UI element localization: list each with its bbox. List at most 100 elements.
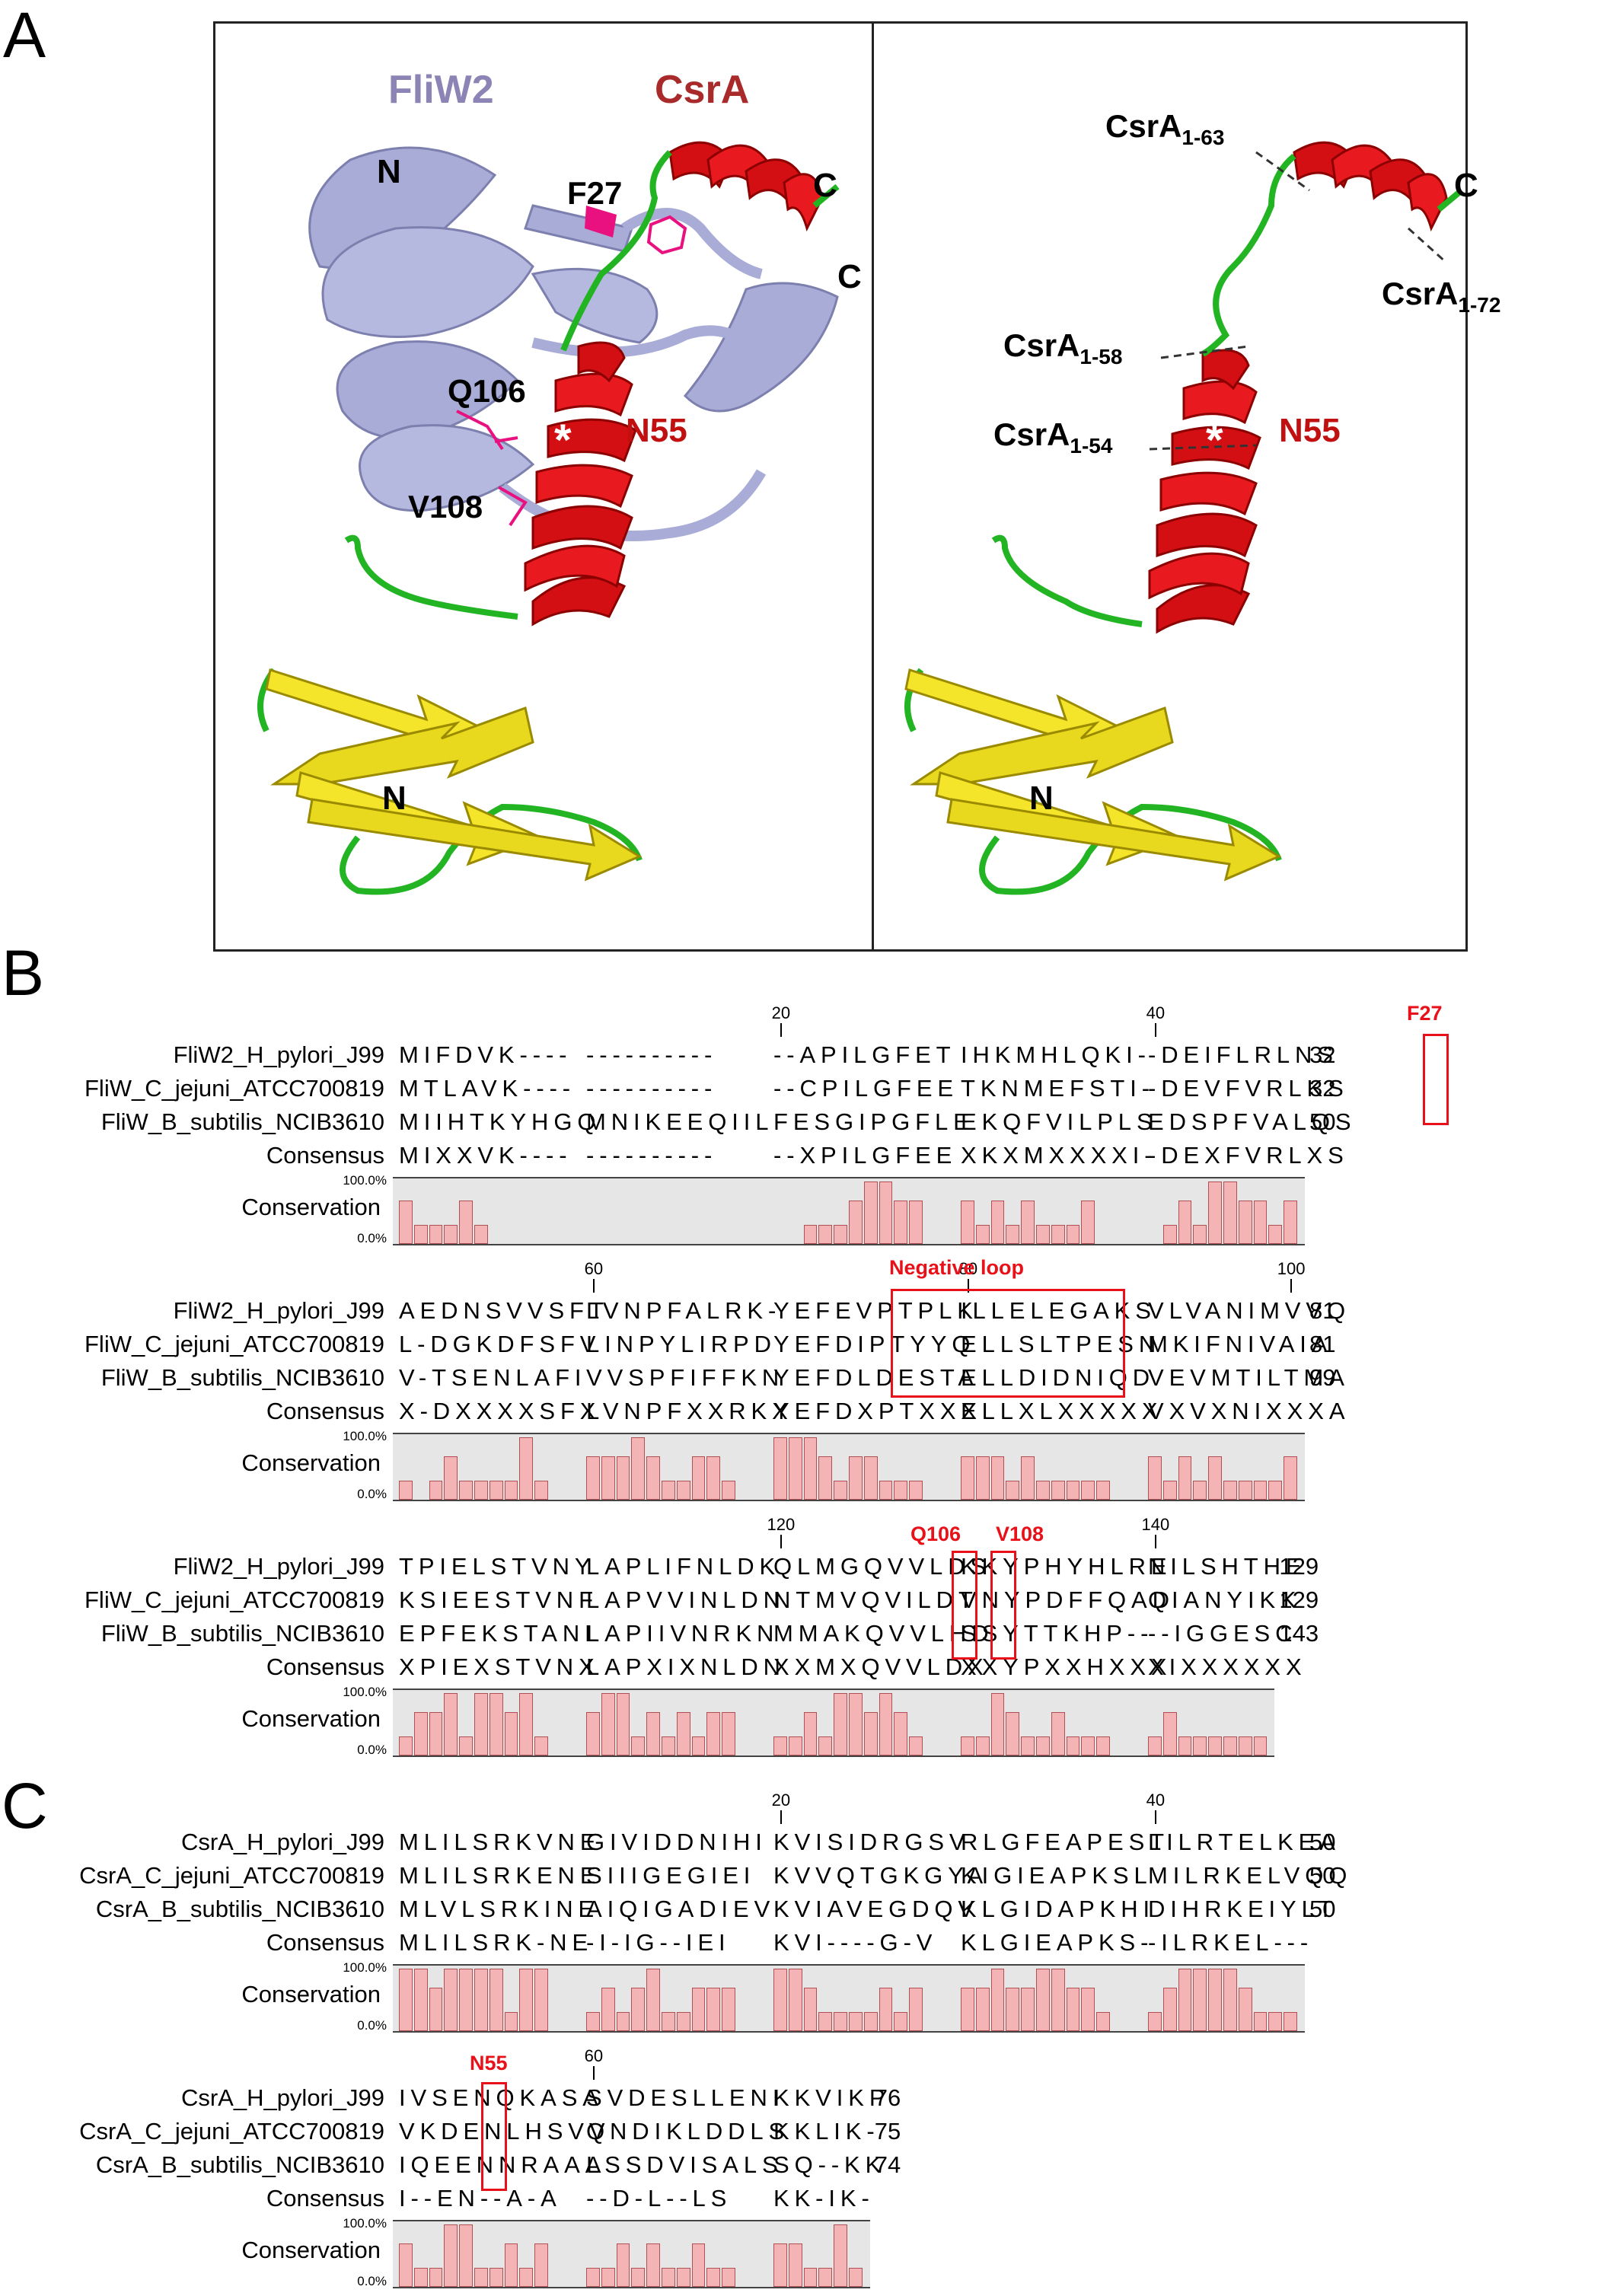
sequence-end-number: 50 [1309,1108,1336,1135]
conservation-bar [1066,1736,1080,1755]
conservation-bar [722,1481,735,1500]
csra-beta-sheet-left [265,668,643,882]
ruler-tick [592,2066,595,2080]
conservation-bar [1253,1200,1268,1244]
sequence-name: FliW2_H_pylori_J99 [173,1041,384,1068]
structure-figure-frame [213,21,1468,952]
sequence-name: CsrA_C_jejuni_ATCC700819 [79,1862,384,1889]
conservation-label: Conservation [241,1449,381,1476]
conservation-bar [894,1481,908,1500]
sequence-block: KKVIKP [773,2084,891,2111]
ruler-label: 40 [1146,1791,1166,1810]
conservation-bar [975,1225,990,1244]
conservation-bar [1253,1736,1268,1755]
conservation-bar [444,1225,458,1244]
conservation-bar [534,1969,548,2031]
conservation-bar [1096,1481,1110,1500]
sequence-name: FliW_C_jejuni_ATCC700819 [85,1586,384,1613]
sequence-block: L-DGKDFSFV [399,1331,601,1357]
ruler-tick [1154,1810,1156,1824]
conservation-bar [1208,1736,1222,1755]
csra-n-terminus-label-right: N [1029,780,1054,817]
conservation-bar [676,1481,690,1500]
conservation-bar [489,1969,503,2031]
conservation-bar [961,1987,974,2031]
sequence-block: LVNPFXXRKX [586,1398,793,1424]
sequence-block: RLGFEAPEST [961,1829,1169,1855]
sequence-block: VLVANIMVVQ [1148,1297,1351,1324]
sequence-name: FliW2_H_pylori_J99 [173,1297,384,1324]
conservation-bar [894,1200,908,1244]
conservation-bar [489,1481,503,1500]
truncation-cut-lines [1149,151,1448,451]
sequence-name: Consensus [266,1142,384,1169]
sequence-end-number: 143 [1279,1620,1319,1647]
sequence-block: -I-IG--IEI [586,1929,731,1956]
sequence-name: Consensus [266,2185,384,2211]
panel-label-b: B [2,937,45,1009]
conservation-bar [1066,1481,1080,1500]
conservation-bar [399,2243,413,2287]
annotation-n55: N55 [470,2052,508,2074]
annotation-negative-loop: Negative loop [889,1256,1025,1279]
sequence-block: YEFEVPTPLK [773,1297,978,1324]
conservation-bar [1081,1736,1095,1755]
conservation-bar [474,1481,488,1500]
sequence-block: XIXXXXXX [1148,1653,1307,1680]
conservation-bar [975,1987,990,2031]
conservation-bar [863,1456,878,1500]
conservation-bar [879,1987,893,2031]
conservation-bar [662,2268,675,2287]
conservation-bar [459,1736,473,1755]
sequence-block: KVISIDRGSV [773,1829,971,1855]
conservation-bar [788,1736,802,1755]
csra-helix-left [524,141,824,627]
conservation-bar [1284,1456,1297,1500]
sequence-end-number: 129 [1279,1553,1319,1580]
conservation-bar [1006,1225,1020,1244]
residue-q106-label: Q106 [448,373,526,409]
csra-n-terminus-label: N [382,780,407,817]
conservation-bar [1193,1969,1207,2031]
conservation-bar [773,1736,787,1755]
conservation-bar [788,2243,802,2287]
conservation-bar [834,2224,847,2287]
conservation-bar [1051,1481,1065,1500]
sequence-block: -ILRKEL--- [1148,1929,1314,1956]
sequence-block: XKXMXXXXI- [961,1142,1158,1169]
conservation-bar [722,2268,735,2287]
conservation-bar [586,2012,600,2031]
sequence-block: VKDENLHSVV [399,2118,611,2145]
sequence-name: FliW_B_subtilis_NCIB3610 [100,1108,384,1135]
conservation-bar [601,2268,615,2287]
conservation-bar [834,1481,847,1500]
conservation-min-label: 0.0% [357,1743,387,1757]
fliw2-c-terminus-label: C [837,258,862,295]
sequence-block: QNDIKLDDLS [586,2118,790,2145]
conservation-bar [429,1711,443,1755]
conservation-bar [631,1437,646,1500]
conservation-label: Conservation [241,1194,381,1220]
conservation-bar [803,1225,818,1244]
sequence-name: CsrA_H_pylori_J99 [180,1829,384,1855]
csra-helix-right [1148,141,1448,634]
conservation-bar [803,2268,818,2287]
sequence-block: LVNPFALRK- [586,1297,782,1324]
conservation-bar [413,1225,428,1244]
conservation-bar [676,1711,690,1755]
sequence-block: VVSPFIFFKN [586,1364,785,1391]
conservation-bar [818,1456,833,1500]
conservation-bar [429,1987,443,2031]
conservation-bar [1178,1736,1192,1755]
conservation-bar [961,1456,974,1500]
conservation-bar [773,1437,787,1500]
conservation-track [393,2220,870,2288]
fliw2-title: FliW2 [388,68,494,112]
residue-v108-label: V108 [408,489,483,525]
conservation-bar [1238,1987,1252,2031]
ruler-label: 60 [584,2046,604,2065]
conservation-bar [1006,1711,1020,1755]
residue-n55-label: N55 [626,412,687,449]
ruler-label: 140 [1141,1515,1170,1534]
conservation-bar [1036,1225,1050,1244]
